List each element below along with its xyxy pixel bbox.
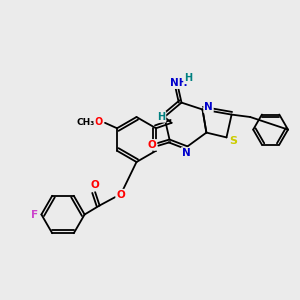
Text: S: S: [229, 136, 237, 146]
Text: O: O: [91, 180, 100, 190]
Text: F: F: [31, 209, 38, 220]
Text: N: N: [204, 102, 213, 112]
Text: O: O: [116, 190, 125, 200]
Text: O: O: [95, 117, 103, 127]
Text: NH: NH: [170, 78, 187, 88]
Text: N: N: [182, 148, 190, 158]
Text: CH₃: CH₃: [77, 118, 95, 127]
Text: H: H: [184, 73, 192, 83]
Text: H: H: [157, 112, 165, 122]
Text: O: O: [148, 140, 157, 150]
